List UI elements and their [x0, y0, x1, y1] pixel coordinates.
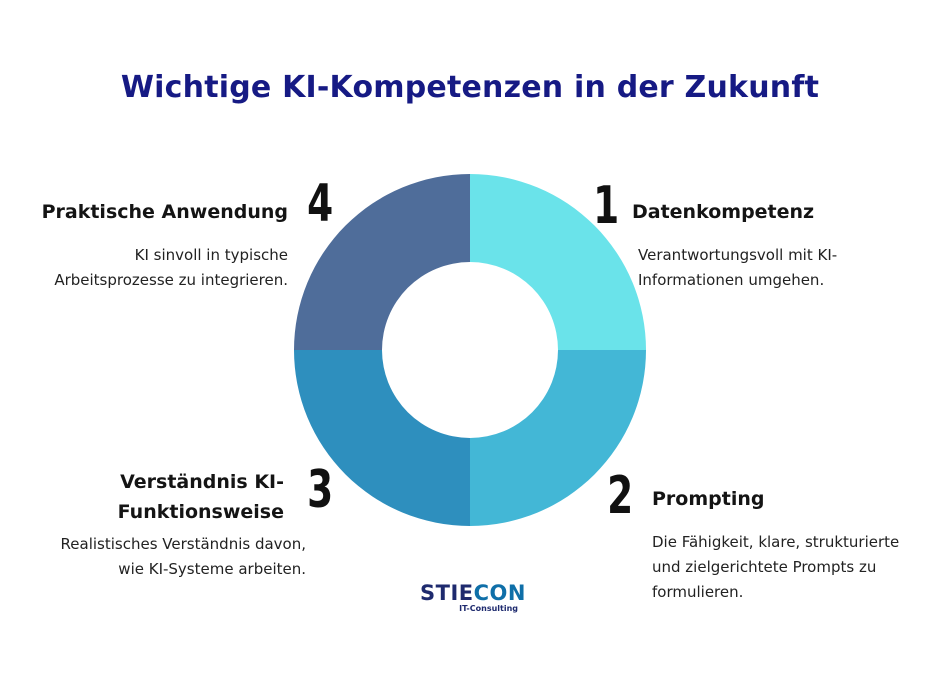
logo-wordmark: STIECON: [420, 581, 525, 605]
section-4-description: KI sinvoll in typische Arbeitsprozesse z…: [54, 243, 288, 293]
donut-segment-4: [294, 174, 470, 350]
section-1-title: Datenkompetenz: [632, 201, 815, 223]
section-1-description-line: Informationen umgehen.: [638, 271, 825, 289]
section-4-title: Praktische Anwendung: [41, 201, 288, 223]
donut-segment-3: [294, 350, 470, 526]
page-title: Wichtige KI-Kompetenzen in der Zukunft: [120, 70, 820, 105]
donut-segment-2: [470, 350, 646, 526]
section-4-description-line: KI sinvoll in typische: [134, 246, 288, 264]
section-3-number: 3: [307, 460, 334, 520]
section-2-description-line: und zielgerichtete Prompts zu: [652, 558, 877, 576]
section-3-title-line: Funktionsweise: [117, 501, 284, 523]
section-1-description-line: Verantwortungsvoll mit KI-: [638, 246, 838, 264]
section-3-description-line: wie KI-Systeme arbeiten.: [118, 560, 306, 578]
section-3-title: Verständnis KI- Funktionsweise: [118, 467, 284, 527]
logo-part-2: CON: [473, 581, 526, 605]
section-1-description: Verantwortungsvoll mit KI- Informationen…: [638, 243, 837, 293]
section-3-title-line: Verständnis KI-: [120, 471, 284, 493]
section-2-title: Prompting: [652, 488, 765, 510]
logo-subtitle: IT-Consulting: [459, 604, 518, 613]
logo-part-1: STIE: [420, 581, 474, 605]
section-4-number: 4: [307, 174, 334, 234]
section-4-description-line: Arbeitsprozesse zu integrieren.: [54, 271, 288, 289]
section-3-description: Realistisches Verständnis davon, wie KI-…: [61, 532, 306, 582]
section-2-description-line: Die Fähigkeit, klare, strukturierte: [652, 533, 900, 551]
section-3-description-line: Realistisches Verständnis davon,: [60, 535, 306, 553]
donut-segment-1: [470, 174, 646, 350]
stiecon-logo: STIECON IT-Consulting: [420, 581, 525, 613]
section-2-description-line: formulieren.: [652, 583, 744, 601]
section-1-number: 1: [593, 176, 620, 236]
section-2-description: Die Fähigkeit, klare, strukturierte und …: [652, 530, 899, 605]
section-2-number: 2: [607, 466, 634, 526]
